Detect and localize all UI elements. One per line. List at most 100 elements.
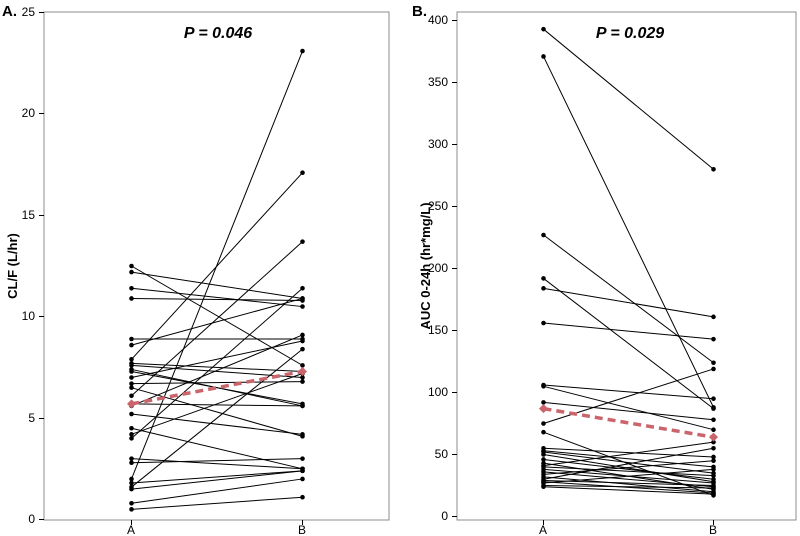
- panel-a-data-marks: [127, 48, 307, 512]
- panel-b-point-b-6: [711, 336, 716, 342]
- panel-a-point-b-15: [300, 239, 305, 244]
- panel-a-point-a-25: [129, 480, 134, 486]
- panel-a-subject-line-6: [131, 297, 303, 346]
- panel-a-subject-line-18: [131, 413, 303, 435]
- panel-a-point-a-5: [129, 336, 134, 342]
- panel-a-point-b-26: [300, 346, 305, 352]
- panel-a-subject-line-26: [131, 348, 303, 488]
- panel-a-point-a-1: [129, 263, 134, 269]
- panel-b-ytick-label: 350: [428, 75, 448, 89]
- panel-a-point-a-7: [129, 356, 134, 362]
- panel-a-subject-line-19: [131, 427, 303, 470]
- panel-a-point-b-24: [300, 48, 305, 54]
- panel-a-point-b-17: [300, 332, 305, 338]
- panel-a-point-b-12: [300, 338, 305, 344]
- panel-a-subject-line-2: [131, 271, 303, 299]
- panel-b-mean-point-b: [709, 432, 718, 442]
- panel-a-point-b-13: [300, 379, 305, 384]
- panel-b-subject-line-13: [543, 450, 714, 468]
- panel-b-subject-line-3: [543, 234, 714, 364]
- panel-b-point-a-11: [541, 429, 546, 435]
- panel-a-p-value: P = 0.046: [184, 25, 252, 42]
- panel-b-subject-line-27: [543, 468, 714, 484]
- panel-b-subject-line-6: [543, 322, 714, 340]
- panel-b-point-b-19: [711, 473, 716, 478]
- panel-b-point-b-16: [711, 477, 716, 482]
- panel-b-subject-line-15: [543, 454, 714, 483]
- panel-a-point-b-1: [300, 363, 305, 368]
- panel-b-ytick-label: 50: [435, 447, 449, 461]
- panel-a-subject-line-28: [131, 478, 303, 504]
- panel-b-point-a-9: [541, 400, 546, 405]
- panel-a-ytick-label: 25: [22, 5, 36, 19]
- panel-b-point-a-6: [541, 320, 546, 326]
- panel-a-point-a-15: [129, 393, 134, 399]
- panel-b-xtick-label-b: B: [709, 523, 717, 536]
- panel-a-point-a-11: [129, 369, 134, 374]
- panel-a-y-axis-label: CL/F (L/hr): [5, 233, 20, 299]
- panel-a-subject-line-14: [131, 387, 303, 437]
- panel-b-point-a-3: [541, 232, 546, 238]
- panel-a-point-a-29: [129, 507, 134, 512]
- panel-a-subject-line-16: [131, 403, 303, 407]
- panel-a-point-b-29: [300, 494, 305, 500]
- panel-a-mean-point-b: [298, 366, 307, 376]
- panel-b-subject-line-7: [543, 384, 714, 400]
- panel-b-plot-frame: [456, 11, 797, 521]
- panel-a-point-a-27: [129, 486, 134, 492]
- panel-b-point-b-1: [711, 167, 716, 172]
- panel-a-point-b-23: [300, 456, 305, 461]
- panel-b-point-a-8: [541, 384, 546, 389]
- panel-b-subject-line-19: [543, 466, 714, 477]
- panel-b-subject-line-12: [543, 447, 714, 458]
- panel-a-point-b-21: [300, 286, 305, 291]
- panel-b-point-b-7: [711, 396, 716, 402]
- panel-b-point-a-4: [541, 276, 546, 281]
- panel-a-subject-line-29: [131, 496, 303, 510]
- panel-a-point-a-20: [129, 432, 134, 437]
- panel-a-point-a-9: [129, 363, 134, 368]
- panel-a-subject-line-22: [131, 458, 303, 470]
- panel-a-letter: A.: [2, 3, 17, 20]
- panel-a-subject-line-25: [131, 470, 303, 484]
- panel-a-point-a-14: [129, 385, 134, 390]
- panel-b-subject-line-1: [543, 28, 714, 170]
- panel-a-subject-line-21: [131, 287, 303, 439]
- panel-b-subject-line-16: [543, 458, 714, 480]
- panel-b-xtick-label-a: A: [539, 523, 547, 536]
- panel-a-point-b-16: [300, 403, 305, 409]
- panel-a-subject-line-24: [131, 50, 303, 480]
- panel-b-point-a-5: [541, 286, 546, 291]
- panel-b: B. P = 0.029 AUC 0-24h (hr*mg/L) 0 50 10…: [412, 3, 797, 536]
- panel-b-point-b-28: [711, 485, 716, 491]
- panel-b-subject-line-9: [543, 401, 714, 421]
- panel-b-ytick-label: 150: [428, 323, 448, 337]
- panel-b-point-b-29: [711, 491, 716, 497]
- panel-a-subject-line-17: [131, 334, 303, 407]
- panel-b-data-marks: [539, 26, 718, 498]
- panel-a: A. P = 0.046 CL/F (L/hr) 0 5 10 15 20 25…: [2, 3, 390, 536]
- panel-a-point-a-2: [129, 269, 134, 275]
- panel-a-mean-line: [131, 369, 303, 406]
- panel-b-point-b-10: [711, 366, 716, 372]
- panel-b-ytick-label: 200: [428, 261, 448, 275]
- panel-b-subject-line-8: [543, 385, 714, 431]
- panel-b-ytick-label: 100: [428, 385, 448, 399]
- panel-b-subject-line-23: [543, 476, 714, 493]
- panel-b-subject-line-29: [543, 486, 714, 495]
- panel-b-point-b-18: [711, 439, 716, 445]
- panel-a-subject-line-27: [131, 470, 303, 490]
- panel-b-point-b-24: [711, 446, 716, 451]
- panel-a-point-a-19: [129, 425, 134, 431]
- panel-a-point-a-3: [129, 286, 134, 291]
- panel-b-subject-line-26: [543, 481, 714, 494]
- panel-b-letter: B.: [412, 3, 427, 20]
- panel-b-subject-line-22: [543, 460, 714, 475]
- panel-a-ytick-label: 5: [28, 411, 35, 425]
- panel-a-subject-line-23: [131, 458, 303, 464]
- panel-b-point-a-16: [541, 457, 546, 462]
- panel-a-point-a-4: [129, 296, 134, 301]
- panel-b-point-b-8: [711, 427, 716, 433]
- panel-a-subject-line-1: [131, 265, 303, 366]
